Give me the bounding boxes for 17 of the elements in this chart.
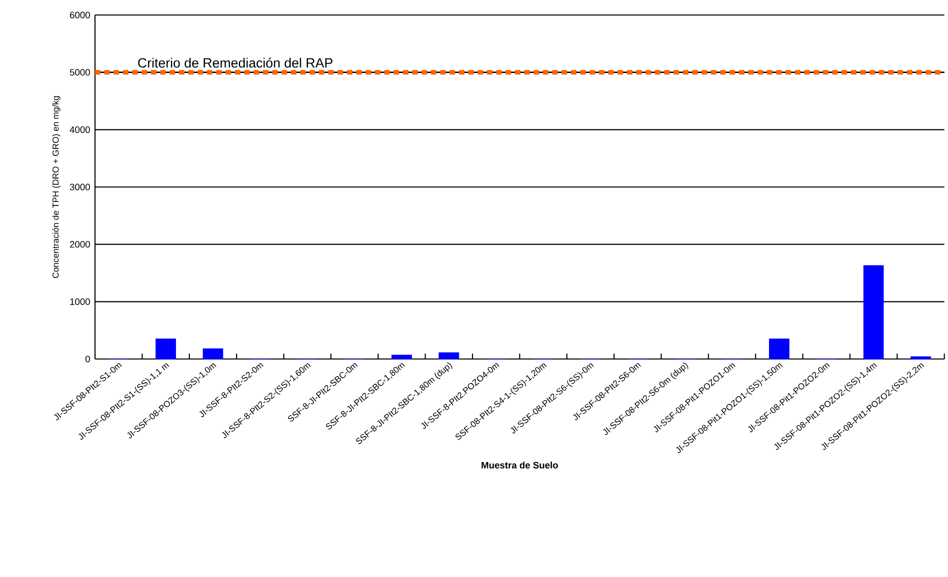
- y-tick-label: 0: [85, 356, 90, 362]
- y-axis-title: Concentración de TPH (DRO + GRO) en mg/kg: [52, 96, 60, 278]
- ref-line-label: Criterio de Remediación del RAP: [138, 58, 332, 68]
- y-tick-label: 3000: [70, 184, 90, 190]
- y-tick-label: 2000: [70, 241, 90, 248]
- y-tick-label: 5000: [70, 69, 90, 76]
- x-axis-title: Muestra de Suelo: [482, 462, 558, 468]
- bar: [863, 265, 884, 360]
- bar: [156, 338, 176, 360]
- y-tick-label: 4000: [70, 126, 90, 133]
- bar: [202, 348, 224, 360]
- bar: [392, 354, 412, 360]
- bar: [769, 338, 790, 360]
- bar: [910, 356, 931, 360]
- y-tick-label: 6000: [70, 12, 90, 18]
- y-tick-label: 1000: [70, 298, 90, 305]
- bar: [438, 352, 460, 360]
